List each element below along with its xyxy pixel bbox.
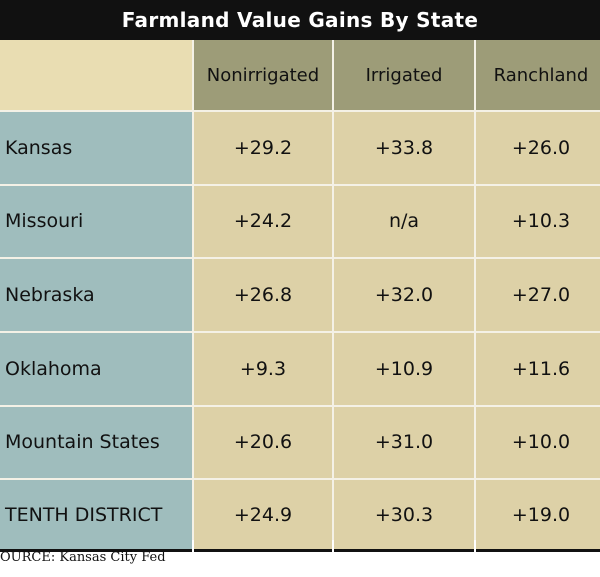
value-cell: +10.0 [476,406,600,479]
value-cell: +29.2 [194,112,332,184]
value-cell: +10.9 [334,332,474,405]
value-cell: +10.3 [476,185,600,258]
value-cell: +30.3 [334,480,474,552]
column-header-nonirrigated: Nonirrigated [194,40,332,110]
row-label-missouri: Missouri [0,185,192,258]
value-cell: +32.0 [334,259,474,331]
value-cell: +11.6 [476,332,600,405]
source-note: OURCE: Kansas City Fed [0,550,166,565]
value-cell: +31.0 [334,406,474,479]
value-cell: +33.8 [334,112,474,184]
row-label-mountain-states: Mountain States [0,406,192,479]
value-cell: +27.0 [476,259,600,331]
value-cell: +19.0 [476,480,600,552]
row-label-nebraska: Nebraska [0,259,192,331]
value-cell: +20.6 [194,406,332,479]
data-table: Nonirrigated Irrigated Ranchland Kansas +29.… [0,40,600,552]
value-cell: +26.8 [194,259,332,331]
column-header-ranchland: Ranchland [476,40,600,110]
value-cell: +24.9 [194,480,332,552]
corner-cell [0,40,192,110]
row-label-tenth-district: TENTH DISTRICT [0,480,192,552]
value-cell: n/a [334,185,474,258]
value-cell: +9.3 [194,332,332,405]
table-title: Farmland Value Gains By State [0,0,600,40]
value-cell: +26.0 [476,112,600,184]
value-cell: +24.2 [194,185,332,258]
row-label-oklahoma: Oklahoma [0,332,192,405]
column-header-irrigated: Irrigated [334,40,474,110]
row-label-kansas: Kansas [0,112,192,184]
